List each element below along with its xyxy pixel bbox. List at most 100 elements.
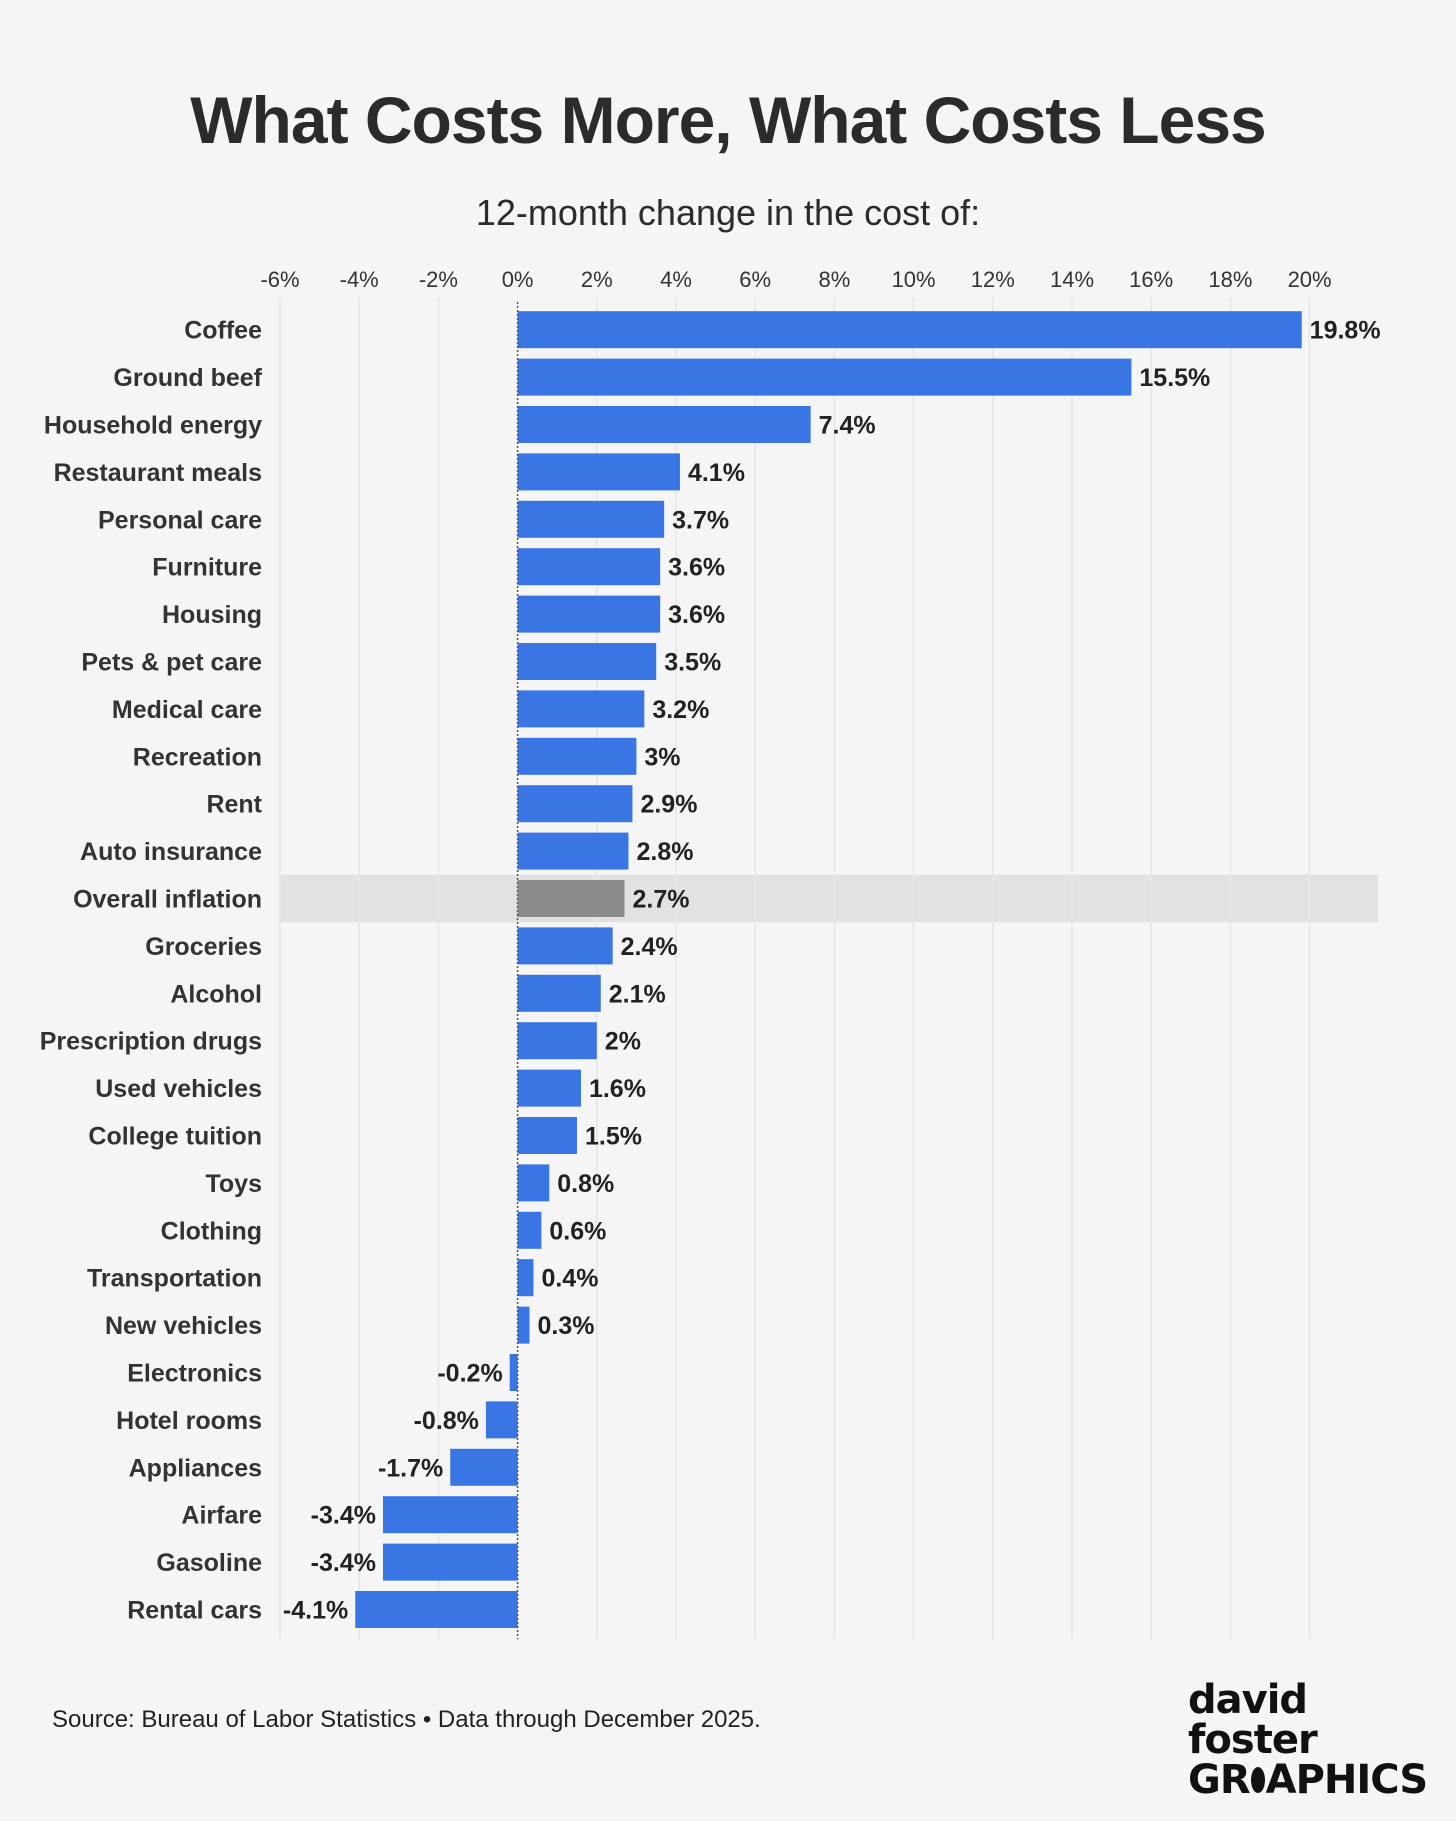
category-label: Personal care xyxy=(98,506,262,534)
data-label: 2.8% xyxy=(636,838,693,866)
bar xyxy=(509,1354,518,1391)
x-tick-label: 16% xyxy=(1129,267,1173,292)
data-label: 0.6% xyxy=(549,1217,606,1245)
x-tick-label: 4% xyxy=(660,267,692,292)
data-label: -0.8% xyxy=(414,1407,479,1435)
data-label: 2.1% xyxy=(609,980,666,1008)
logo-line-2b: APHICS xyxy=(1265,1757,1429,1803)
x-tick-label: 10% xyxy=(892,267,936,292)
chart-title: What Costs More, What Costs Less xyxy=(190,83,1266,157)
bar xyxy=(517,1259,534,1297)
bar xyxy=(517,927,613,965)
bar xyxy=(517,1306,530,1344)
x-tick-label: -2% xyxy=(419,267,458,292)
data-label: 3.5% xyxy=(664,649,721,677)
logo-line-1: david foster xyxy=(1188,1677,1318,1763)
x-tick-label: 8% xyxy=(819,267,851,292)
bar xyxy=(517,1022,597,1060)
bar xyxy=(517,595,661,633)
category-label: Overall inflation xyxy=(73,886,262,914)
category-label: Alcohol xyxy=(170,980,262,1008)
category-label: Gasoline xyxy=(156,1549,262,1577)
data-label: 3.7% xyxy=(672,506,729,534)
category-label: Appliances xyxy=(129,1454,262,1482)
bar xyxy=(517,1211,542,1249)
data-label: 3% xyxy=(644,743,680,771)
category-label: Rent xyxy=(206,791,262,819)
bar xyxy=(517,974,601,1012)
bar xyxy=(517,832,629,870)
category-label: Toys xyxy=(206,1170,263,1198)
data-label: 15.5% xyxy=(1139,364,1210,392)
bar-chart: -6% -4% -2% 0% 2% 4% 6% 8% 10% 12% 14% 16% 18% 20% Cof… xyxy=(40,267,1381,1640)
x-tick-label: 6% xyxy=(739,267,771,292)
category-label: Hotel rooms xyxy=(116,1407,262,1435)
category-label: Recreation xyxy=(133,743,262,771)
chart-subtitle: 12-month change in the cost of: xyxy=(475,192,981,233)
category-label: Medical care xyxy=(112,696,262,724)
category-label: Transportation xyxy=(87,1265,262,1293)
logo-dot-icon xyxy=(1250,1767,1265,1793)
bar xyxy=(517,785,633,823)
bar xyxy=(450,1448,518,1486)
bar xyxy=(517,1069,581,1107)
data-label: 0.4% xyxy=(541,1265,598,1293)
category-label: Prescription drugs xyxy=(40,1028,262,1056)
bar xyxy=(517,1117,577,1154)
category-label: Restaurant meals xyxy=(54,459,262,487)
bar xyxy=(517,311,1302,349)
logo-line-2: GR APHICS xyxy=(1188,1757,1428,1803)
highlight-band xyxy=(280,874,1378,923)
category-label: Coffee xyxy=(184,317,262,345)
data-label: -3.4% xyxy=(311,1549,376,1577)
category-label: Airfare xyxy=(181,1502,262,1530)
x-tick-label: 2% xyxy=(581,267,613,292)
brand-logo: david foster GR APHICS xyxy=(1188,1677,1428,1803)
category-label: Housing xyxy=(162,601,262,629)
bar xyxy=(517,690,645,728)
category-label: New vehicles xyxy=(105,1312,262,1340)
data-label: -0.2% xyxy=(437,1360,502,1388)
bar xyxy=(517,358,1132,396)
x-tick-label: 14% xyxy=(1050,267,1094,292)
category-label: Used vehicles xyxy=(95,1075,262,1103)
data-label: 0.8% xyxy=(557,1170,614,1198)
data-label: 19.8% xyxy=(1310,317,1381,345)
category-label: Household energy xyxy=(44,412,262,440)
bar xyxy=(485,1401,518,1439)
source-note: Source: Bureau of Labor Statistics • Dat… xyxy=(52,1706,761,1733)
bar xyxy=(517,406,811,443)
bar xyxy=(517,500,665,538)
x-tick-label: -4% xyxy=(340,267,379,292)
bar xyxy=(355,1591,518,1628)
x-tick-label: 12% xyxy=(971,267,1015,292)
data-label: 1.5% xyxy=(585,1123,642,1151)
x-tick-label: -6% xyxy=(260,267,299,292)
category-label: Pets & pet care xyxy=(81,649,262,677)
data-label: -3.4% xyxy=(311,1502,376,1530)
category-label: Ground beef xyxy=(113,364,262,392)
bar xyxy=(517,880,625,917)
data-label: -1.7% xyxy=(378,1454,443,1482)
category-label: Groceries xyxy=(145,933,262,961)
x-tick-label: 20% xyxy=(1288,267,1332,292)
data-label: 2.7% xyxy=(633,886,690,914)
bar xyxy=(382,1543,518,1581)
data-label: 2% xyxy=(605,1028,641,1056)
data-label: 1.6% xyxy=(589,1075,646,1103)
data-label: 3.6% xyxy=(668,601,725,629)
data-label: 2.4% xyxy=(621,933,678,961)
category-label: Auto insurance xyxy=(80,838,262,866)
category-label: Furniture xyxy=(152,554,262,582)
x-tick-label: 18% xyxy=(1208,267,1252,292)
data-label: -4.1% xyxy=(283,1597,348,1625)
bar xyxy=(517,643,657,680)
logo-line-2a: GR xyxy=(1188,1757,1251,1803)
data-label: 2.9% xyxy=(640,791,697,819)
bar xyxy=(517,1164,550,1202)
category-label: Electronics xyxy=(127,1360,262,1388)
data-label: 7.4% xyxy=(819,412,876,440)
data-label: 4.1% xyxy=(688,459,745,487)
category-label: College tuition xyxy=(88,1123,262,1151)
category-label: Rental cars xyxy=(127,1597,262,1625)
